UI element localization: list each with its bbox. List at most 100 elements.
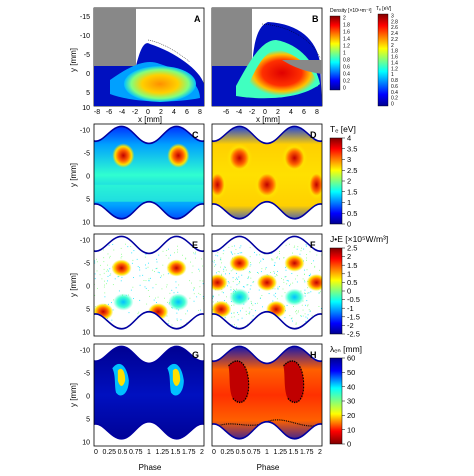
panel-label-h: H [310,350,317,360]
cb-tick: 0.4 [343,72,350,78]
cb-tick: 1.8 [343,23,350,29]
cb-tick: 0 [347,287,351,296]
svg-text:-10: -10 [80,128,90,135]
svg-text:0: 0 [263,109,267,116]
svg-text:2: 2 [159,109,163,116]
svg-text:λₑₙ [mm]: λₑₙ [mm] [330,344,362,354]
cb-tick: 40 [347,382,355,391]
colorbar-lambda: λₑₙ [mm]60 50 40 30 20 10 0 [329,344,362,449]
phase-tick: 0.5 [236,449,246,456]
svg-text:0: 0 [86,71,90,78]
cb-tick: 0 [343,86,346,92]
cb-tick: -1.5 [347,312,360,321]
panel-b: B [211,7,323,107]
svg-text:J•E [×10⁵W/m³]: J•E [×10⁵W/m³] [330,234,388,244]
svg-text:5: 5 [86,197,90,204]
phase-tick: 0 [94,449,98,456]
colorbar-density: Density [×10¹⁸m⁻³] 21.81.61.41.210.80.60… [329,8,372,92]
cb-tick: -2.5 [347,330,360,339]
panel-c: C [93,123,205,227]
y-label-top: y [mm] [69,48,78,72]
cb-tick: 2 [343,16,346,22]
svg-text:-15: -15 [80,14,90,21]
x-label-h: Phase [257,463,280,472]
cb-tick: 1 [347,198,351,207]
cb-tick: 3.5 [347,144,357,153]
svg-text:-10: -10 [80,33,90,40]
cb-tick: 0.5 [347,209,357,218]
x-label-b: x [mm] [256,115,280,124]
phase-tick: 1.5 [289,449,299,456]
cb-tick: 0.5 [347,278,357,287]
y-label-row: y [mm] [69,273,78,297]
svg-text:10: 10 [82,440,90,447]
cb-tick: 1.4 [391,60,398,66]
cb-tick: -0.5 [347,295,360,304]
cb-tick: 2.6 [391,25,398,31]
panel-a: A [93,7,205,107]
svg-text:-5: -5 [84,151,90,158]
svg-text:0: 0 [86,174,90,181]
svg-text:10: 10 [82,330,90,337]
y-axis-row: -10 -5 0 5 10 y [mm] [69,238,90,337]
phase-tick: 2 [318,449,322,456]
y-axis-row: -10 -5 0 5 10 y [mm] [69,348,90,447]
cb-tick: 2 [347,252,351,261]
svg-text:6: 6 [185,109,189,116]
cb-tick: 2.4 [391,31,398,37]
panel-label-f: F [310,240,316,250]
panel-label-e: E [192,240,198,250]
phase-tick: 0.75 [129,449,143,456]
svg-text:5: 5 [86,417,90,424]
cb-tick: 1.6 [343,30,350,36]
cb-tick: 30 [347,397,355,406]
cb-tick: 1.8 [391,49,398,55]
cb-tick: 50 [347,368,355,377]
svg-text:2: 2 [276,109,280,116]
phase-tick: 1.25 [155,449,169,456]
panel-d: D [211,123,323,227]
svg-text:4: 4 [289,109,293,116]
phase-tick: 1.25 [273,449,287,456]
cb-tick: -2 [347,321,354,330]
svg-text:-4: -4 [119,109,125,116]
phase-tick: 1 [147,449,151,456]
x-axis-a: -8 -6 -4 -2 0 2 4 6 8 x [mm] [94,109,202,124]
svg-text:10: 10 [82,220,90,227]
x-axis-b: -6 -4 -2 0 2 4 6 8 x [mm] [223,109,319,124]
panel-label-a: A [194,14,201,24]
svg-text:4: 4 [172,109,176,116]
phase-tick: 0.5 [118,449,128,456]
cb-tick: 2.2 [391,37,398,43]
svg-text:-8: -8 [94,109,100,116]
cb-tick: 0.2 [391,96,398,102]
cb-tick: 0 [391,102,394,108]
svg-text:10: 10 [82,105,90,112]
cb-tick: 20 [347,411,355,420]
svg-text:-5: -5 [84,52,90,59]
x-label-g: Phase [139,463,162,472]
svg-text:-2: -2 [249,109,255,116]
phase-tick: 0.25 [102,449,116,456]
cb-tick: 1 [343,51,346,57]
phase-tick: 1 [265,449,269,456]
cb-tick: 1.5 [347,261,357,270]
cb-tick: 1.4 [343,37,350,43]
cb-tick: 4 [347,134,351,143]
svg-text:5: 5 [86,90,90,97]
cb-tick: 0.4 [391,90,398,96]
panel-e: E [93,233,205,337]
svg-text:Density [×10¹⁸m⁻³]: Density [×10¹⁸m⁻³] [330,8,372,14]
svg-text:-2: -2 [132,109,138,116]
panel-h: H [211,343,323,447]
cb-tick: 3 [347,155,351,164]
svg-text:-6: -6 [223,109,229,116]
cb-tick: 1 [391,72,394,78]
cb-tick: 1 [347,269,351,278]
cb-tick: 2.8 [391,19,398,25]
svg-text:5: 5 [86,307,90,314]
colorbar-te-small: Tₑ [eV] 32.82.62.42.221.81.61.41.210.80.… [376,6,398,108]
cb-tick: 0.6 [391,84,398,90]
phase-tick: 0.75 [247,449,261,456]
svg-text:-4: -4 [236,109,242,116]
